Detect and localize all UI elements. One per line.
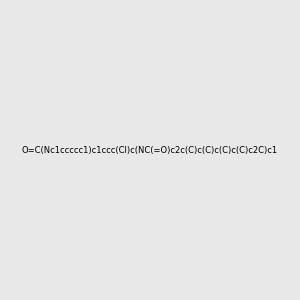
Text: O=C(Nc1ccccc1)c1ccc(Cl)c(NC(=O)c2c(C)c(C)c(C)c(C)c2C)c1: O=C(Nc1ccccc1)c1ccc(Cl)c(NC(=O)c2c(C)c(C… bbox=[22, 146, 278, 154]
